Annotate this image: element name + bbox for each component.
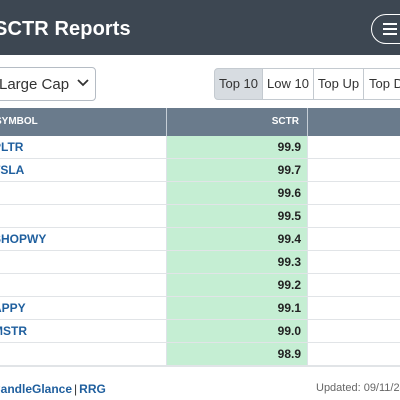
market-cap-select[interactable]: Large Cap (0, 67, 96, 101)
table-row: MSTR 99.0 (0, 320, 400, 343)
panel-footer: CandleGlance | RRG Updated: 09/11/24 (0, 366, 400, 400)
page-title: SCTR Reports (0, 18, 131, 40)
updated-timestamp: Updated: 09/11/24 (316, 382, 400, 394)
symbol-link[interactable]: APPY (0, 301, 26, 315)
sctr-score: 99.5 (166, 205, 308, 227)
tab-top-down[interactable]: Top Down (364, 68, 400, 100)
table-row: SHOPWY 99.4 (0, 228, 400, 251)
sctr-score: 99.1 (166, 297, 308, 319)
sctr-score: 99.4 (166, 228, 308, 250)
column-header-sctr[interactable]: SCTR (166, 108, 308, 136)
sctr-score: 98.9 (166, 343, 308, 365)
tab-low-10[interactable]: Low 10 (263, 68, 314, 100)
table-row: TSLA 99.7 (0, 159, 400, 182)
menu-button[interactable] (371, 14, 400, 44)
chevron-down-icon (77, 79, 89, 87)
hamburger-menu-icon (383, 23, 397, 35)
table-row: 98.9 (0, 343, 400, 366)
symbol-link[interactable]: SHOPWY (0, 232, 47, 246)
table-header: SYMBOL SCTR (0, 108, 400, 136)
rrg-link[interactable]: RRG (79, 382, 106, 396)
footer-links: CandleGlance | RRG (0, 382, 106, 396)
sctr-score: 99.9 (166, 136, 308, 158)
sctr-score: 99.6 (166, 182, 308, 204)
symbol-link[interactable]: MSTR (0, 324, 27, 338)
table-row: 99.2 (0, 274, 400, 297)
sctr-score: 99.7 (166, 159, 308, 181)
table-row: 99.6 (0, 182, 400, 205)
candleglance-link[interactable]: CandleGlance (0, 382, 73, 396)
table-row: 99.5 (0, 205, 400, 228)
link-separator: | (74, 382, 78, 396)
table-row: 99.3 (0, 251, 400, 274)
market-cap-value: Large Cap (0, 76, 70, 93)
tab-top-10[interactable]: Top 10 (214, 68, 263, 100)
sctr-score: 99.3 (166, 251, 308, 273)
column-header-symbol[interactable]: SYMBOL (0, 116, 38, 127)
symbol-link[interactable]: PLTR (0, 140, 24, 154)
sctr-score: 99.0 (166, 320, 308, 342)
symbol-link[interactable]: TSLA (0, 163, 25, 177)
panel-header: SCTR Reports (0, 0, 400, 55)
tab-top-up[interactable]: Top Up (314, 68, 364, 100)
sctr-score: 99.2 (166, 274, 308, 296)
table-row: PLTR 99.9 (0, 136, 400, 159)
table-row: APPY 99.1 (0, 297, 400, 320)
table-body: PLTR 99.9 TSLA 99.7 99.6 99.5 SHOPWY 99.4 9… (0, 136, 400, 366)
